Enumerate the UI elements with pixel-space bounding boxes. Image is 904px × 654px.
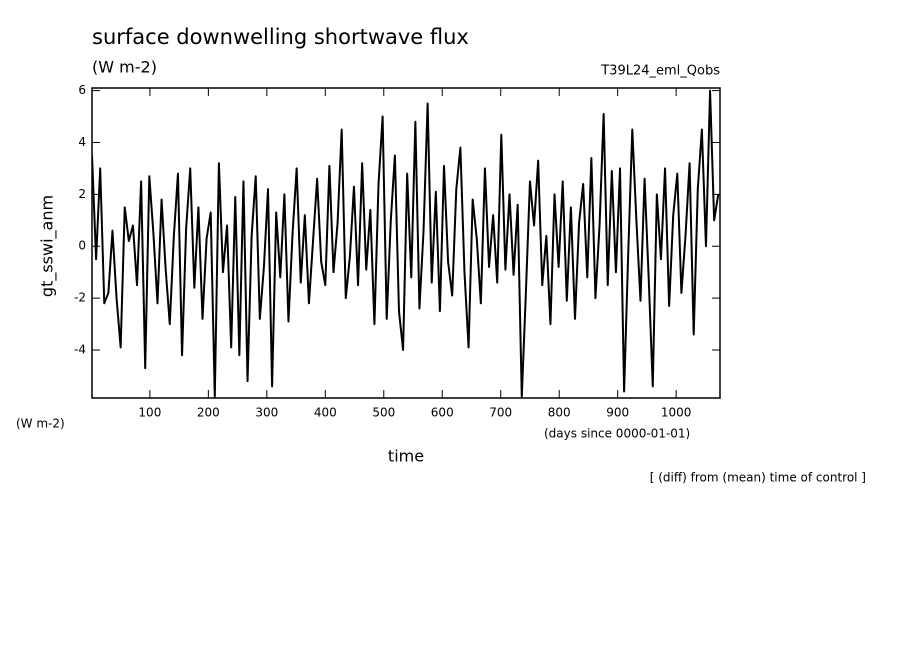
x-units: (days since 0000-01-01) — [544, 427, 690, 441]
x-tick-label: 1000 — [661, 406, 692, 420]
units-bottom: (W m-2) — [16, 417, 65, 431]
y-axis-label: gt_sswi_anm — [38, 195, 58, 297]
data-line — [92, 89, 720, 398]
x-tick-label: 500 — [372, 406, 395, 420]
y-tick-label: 0 — [78, 239, 86, 253]
x-tick-label: 900 — [606, 406, 629, 420]
x-tick-label: 800 — [548, 406, 571, 420]
x-tick-label: 100 — [138, 406, 161, 420]
x-tick-label: 200 — [197, 406, 220, 420]
chart-title: surface downwelling shortwave flux — [92, 25, 469, 49]
x-axis-label: time — [388, 447, 424, 466]
x-tick-label: 400 — [314, 406, 337, 420]
units-top: (W m-2) — [92, 58, 157, 77]
x-tick-label: 600 — [431, 406, 454, 420]
y-tick-label: -2 — [74, 291, 86, 305]
x-tick-label: 700 — [489, 406, 512, 420]
y-tick-label: -4 — [74, 343, 86, 357]
y-tick-label: 2 — [78, 187, 86, 201]
note: [ (diff) from (mean) time of control ] — [650, 471, 866, 485]
y-tick-label: 4 — [78, 135, 86, 149]
plot-frame — [91, 87, 721, 399]
y-tick-label: 6 — [78, 83, 86, 97]
run-label: T39L24_eml_Qobs — [600, 64, 720, 79]
x-tick-label: 300 — [255, 406, 278, 420]
